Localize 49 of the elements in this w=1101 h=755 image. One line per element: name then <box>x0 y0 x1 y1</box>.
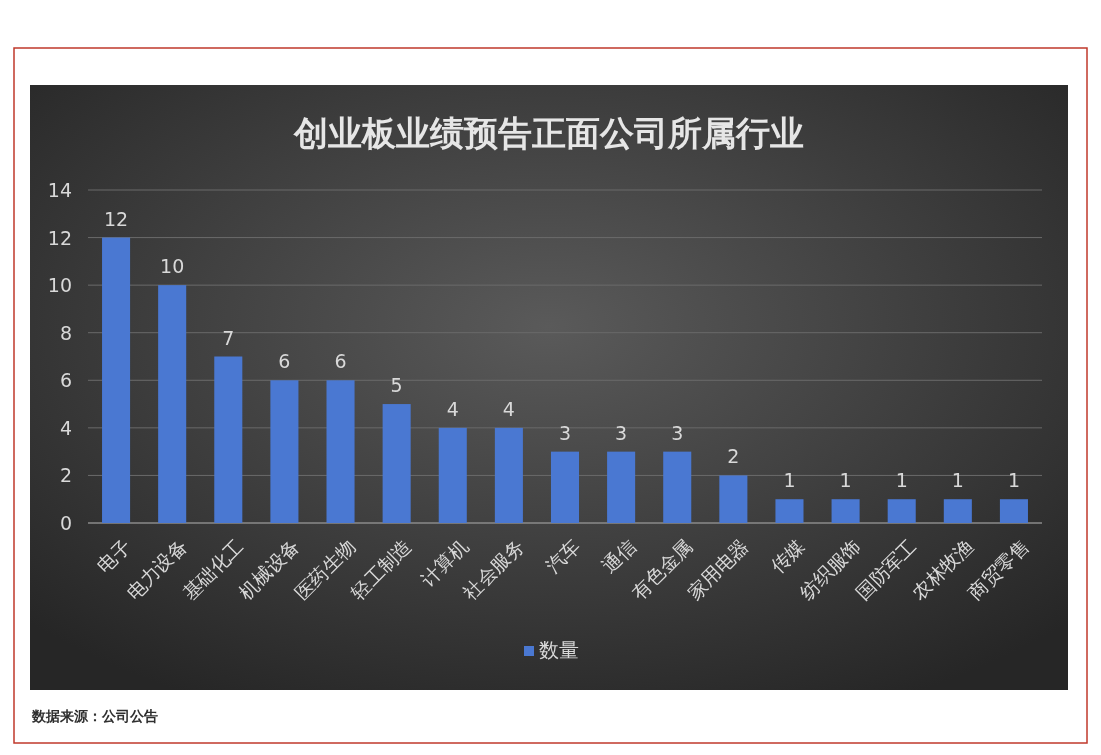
data-label: 1 <box>839 469 852 492</box>
bar <box>999 499 1028 523</box>
y-tick-label: 12 <box>47 226 72 249</box>
source-note: 数据来源：公司公告 <box>31 708 158 724</box>
bar <box>775 499 804 523</box>
bar <box>494 427 523 523</box>
data-label: 7 <box>222 326 235 349</box>
data-label: 10 <box>160 255 185 278</box>
data-label: 6 <box>334 350 347 373</box>
bar <box>831 499 860 523</box>
y-tick-label: 8 <box>59 321 72 344</box>
bar <box>607 451 636 523</box>
y-tick-label: 14 <box>47 179 72 201</box>
y-tick-label: 0 <box>59 512 72 534</box>
data-label: 5 <box>390 374 403 397</box>
y-tick-label: 10 <box>47 274 72 297</box>
bar <box>887 499 916 523</box>
data-label: 1 <box>895 469 908 492</box>
bar <box>270 380 299 523</box>
bar <box>550 451 580 523</box>
bar <box>943 499 972 523</box>
data-label: 3 <box>615 421 628 444</box>
data-label: 1 <box>951 469 964 492</box>
y-tick-label: 4 <box>59 416 72 439</box>
x-tick-label: 通信 <box>597 534 641 577</box>
data-label: 1 <box>783 469 796 492</box>
legend-label: 数量 <box>539 638 579 662</box>
data-label: 3 <box>671 421 684 444</box>
x-tick-label: 汽车 <box>541 534 585 577</box>
x-tick-label: 传媒 <box>766 534 809 577</box>
bar <box>663 451 692 523</box>
bar <box>326 380 355 523</box>
bar <box>214 356 243 523</box>
y-tick-label: 6 <box>59 369 72 392</box>
bar <box>719 475 748 523</box>
data-label: 6 <box>278 350 291 373</box>
chart-title: 创业板业绩预告正面公司所属行业 <box>293 113 804 153</box>
data-label: 4 <box>502 397 515 420</box>
data-label: 3 <box>558 421 572 444</box>
bar <box>438 427 467 523</box>
data-label: 12 <box>103 207 129 230</box>
bar <box>382 404 411 523</box>
x-tick-label: 电子 <box>92 534 136 577</box>
data-label: 2 <box>727 445 740 468</box>
data-label: 4 <box>446 397 459 420</box>
data-label: 1 <box>1007 469 1020 492</box>
bar <box>158 285 187 523</box>
bar <box>102 237 131 523</box>
y-tick-label: 2 <box>59 464 72 487</box>
